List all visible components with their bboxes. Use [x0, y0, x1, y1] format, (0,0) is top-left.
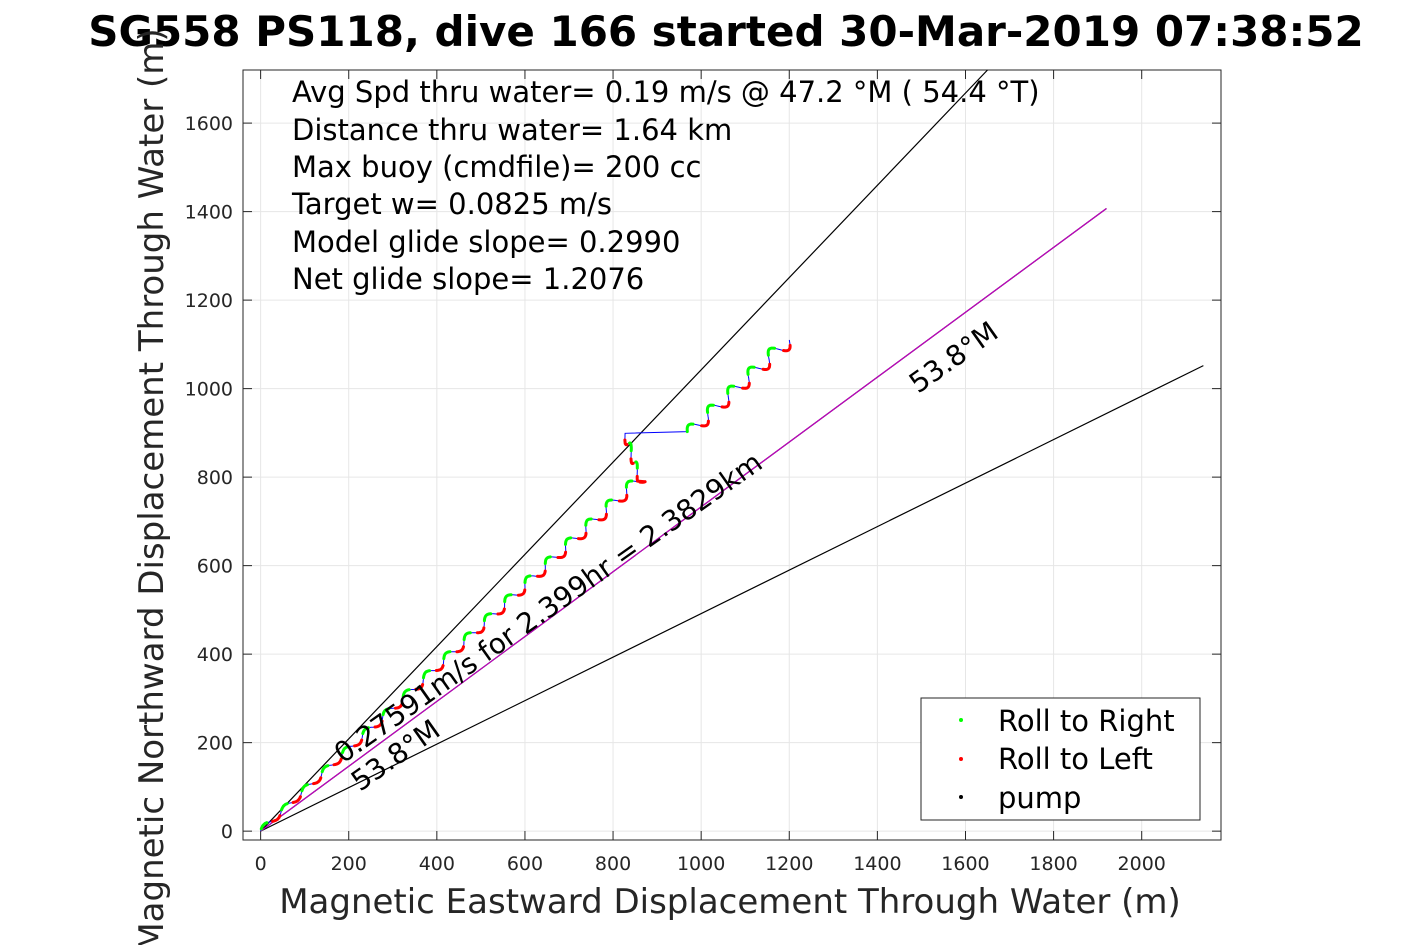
- x-tick-label: 1800: [1029, 853, 1077, 875]
- x-tick-label: 1200: [765, 853, 813, 875]
- x-tick-label: 800: [595, 853, 631, 875]
- heading-annotation-upper: 53.8°M: [903, 315, 1004, 400]
- legend-marker-roll-left: [959, 757, 963, 761]
- legend-marker-roll-right: [959, 718, 963, 722]
- x-tick-label: 1600: [941, 853, 989, 875]
- y-tick-label: 0: [221, 821, 233, 843]
- stat-distance: Distance thru water= 1.64 km: [292, 113, 732, 147]
- x-tick-label: 0: [255, 853, 267, 875]
- y-tick-label: 1000: [185, 379, 233, 401]
- x-tick-label: 1000: [677, 853, 725, 875]
- x-tick-label: 1400: [853, 853, 901, 875]
- y-tick-label: 200: [197, 733, 233, 755]
- legend-label-roll-left: Roll to Left: [998, 742, 1153, 776]
- x-tick-label: 2000: [1118, 853, 1166, 875]
- plot-area-frame: [242, 69, 1222, 841]
- stat-net-glide-slope: Net glide slope= 1.2076: [292, 262, 644, 296]
- y-tick-label: 1200: [185, 290, 233, 312]
- stat-avg-speed: Avg Spd thru water= 0.19 m/s @ 47.2 °M (…: [292, 75, 1040, 109]
- roll-right-markers: [259, 346, 777, 831]
- y-tick-label: 1600: [185, 113, 233, 135]
- reference-line-1: [260, 365, 1204, 832]
- y-axis-label: Magnetic Northward Displacement Through …: [132, 28, 172, 945]
- speed-annotation: 0.27591m/s for 2.399hr = 2.3829km: [328, 446, 768, 770]
- roll-left-markers: [271, 343, 792, 823]
- x-tick-label: 600: [507, 853, 543, 875]
- y-tick-label: 1400: [185, 202, 233, 224]
- reference-line-3: [260, 208, 1107, 832]
- stat-model-glide-slope: Model glide slope= 0.2990: [292, 225, 680, 259]
- y-tick-label: 600: [197, 556, 233, 578]
- legend-marker-pump: [959, 795, 963, 799]
- y-tick-label: 800: [197, 467, 233, 489]
- stats-block: Avg Spd thru water= 0.19 m/s @ 47.2 °M (…: [291, 75, 1040, 296]
- track-layer: [259, 339, 792, 832]
- x-tick-label: 400: [419, 853, 455, 875]
- x-tick-label: 200: [331, 853, 367, 875]
- legend-box: [920, 697, 1201, 821]
- legend-label-pump: pump: [998, 781, 1081, 815]
- stat-target-w: Target w= 0.0825 m/s: [291, 187, 612, 221]
- x-axis-label: Magnetic Eastward Displacement Through W…: [279, 882, 1181, 922]
- reference-lines: [260, 69, 1204, 832]
- legend: Roll to Right Roll to Left pump: [920, 697, 1201, 821]
- legend-label-roll-right: Roll to Right: [998, 704, 1175, 738]
- y-tick-label: 400: [197, 644, 233, 666]
- reference-line-0: [260, 69, 988, 832]
- axis-ticks: 0 200 400 600 800 1000 1200 1400 1600 1800 2000 0 20…: [185, 70, 1221, 875]
- chart-title: SG558 PS118, dive 166 started 30-Mar-201…: [88, 7, 1364, 56]
- stat-max-buoy: Max buoy (cmdfile)= 200 cc: [292, 150, 701, 184]
